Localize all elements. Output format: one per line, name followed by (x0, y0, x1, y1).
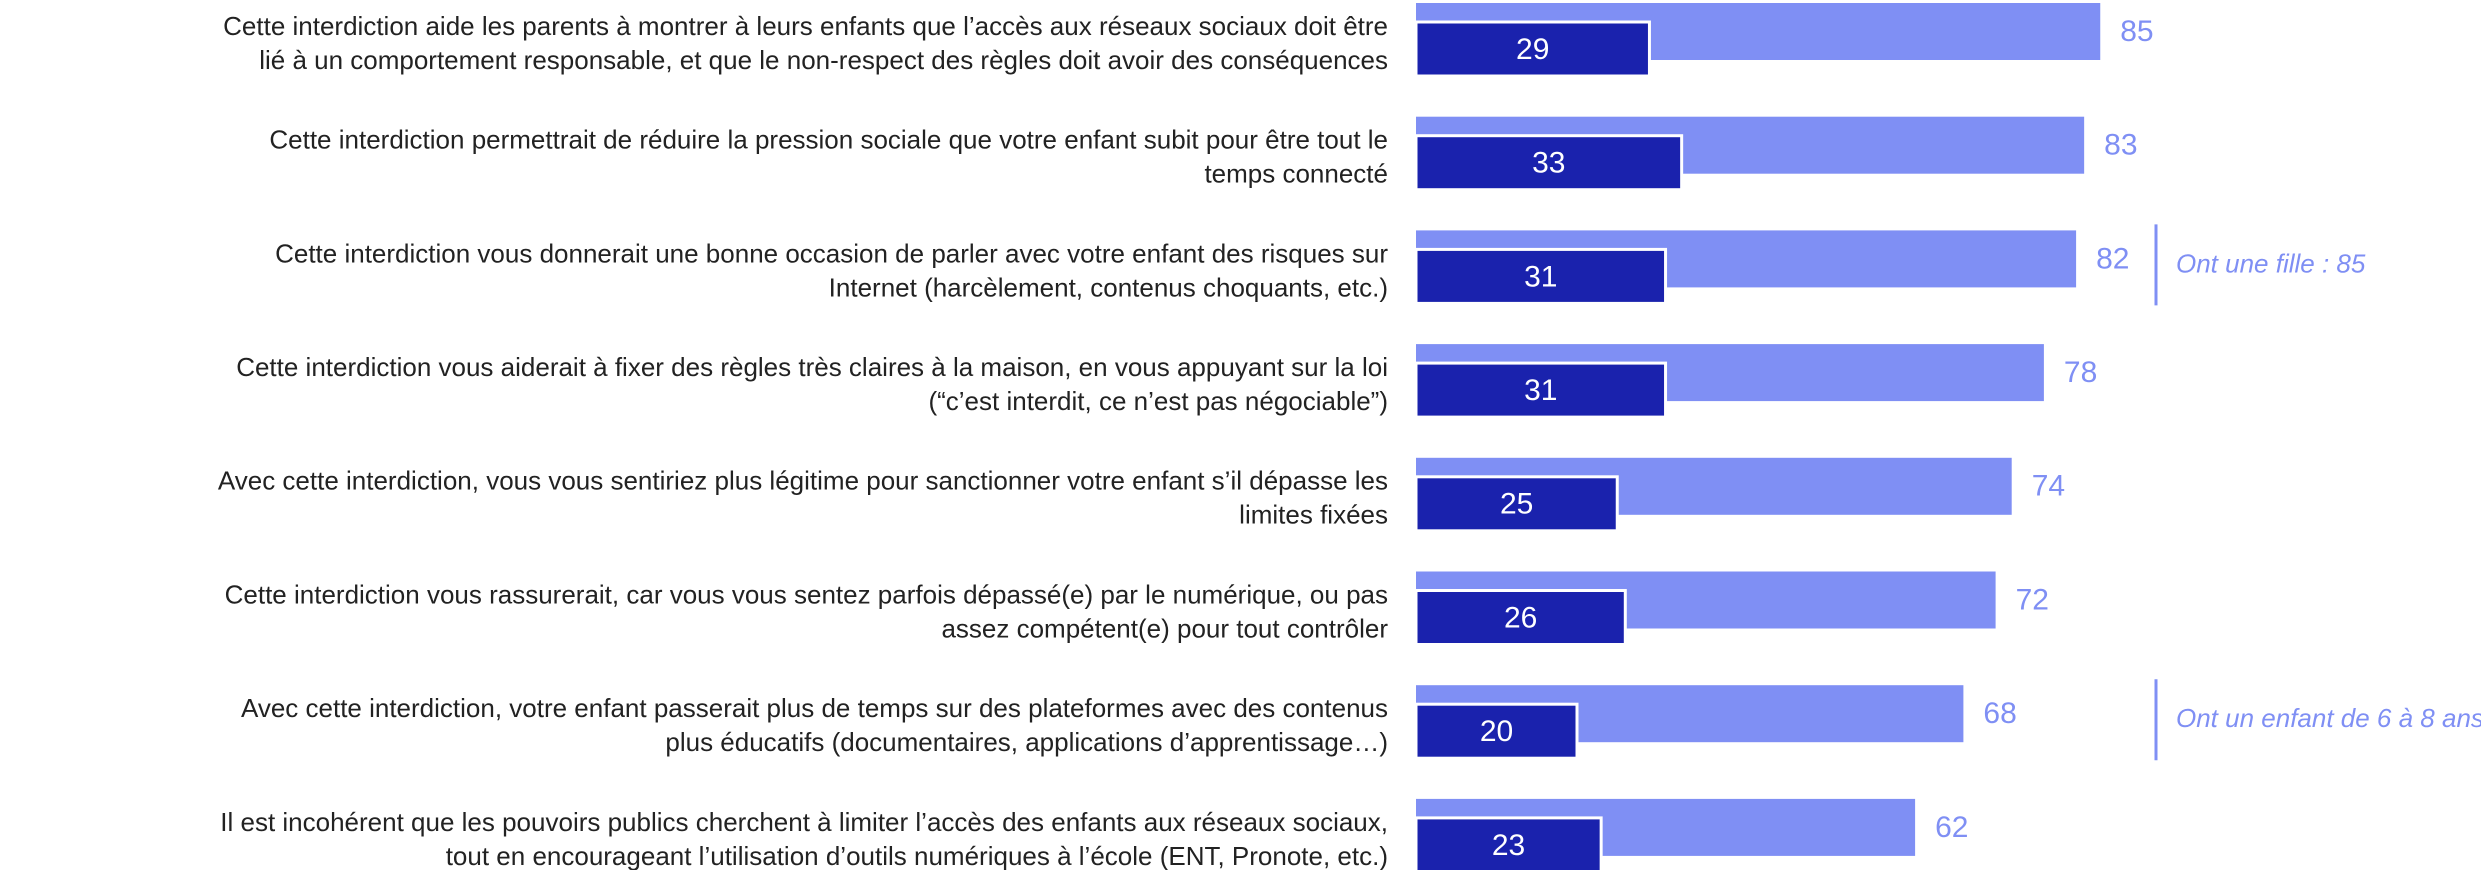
value-label: 74 (2032, 470, 2065, 503)
category-label: (“c’est interdit, ce n’est pas négociabl… (928, 386, 1388, 416)
value-label: 33 (1532, 147, 1565, 180)
value-label: 83 (2104, 129, 2137, 162)
value-label: 78 (2064, 356, 2097, 389)
value-label: 72 (2016, 583, 2049, 616)
category-label: Il est incohérent que les pouvoirs publi… (220, 807, 1388, 837)
category-label: Cette interdiction vous rassurerait, car… (225, 579, 1388, 609)
category-label: Cette interdiction permettrait de réduir… (269, 125, 1388, 155)
bar (1414, 247, 1668, 305)
value-label: 26 (1504, 601, 1537, 634)
value-label: 20 (1480, 715, 1513, 748)
category-label: temps connecté (1204, 159, 1388, 189)
value-label: 31 (1524, 374, 1557, 407)
category-label: Avec cette interdiction, vous vous senti… (218, 466, 1388, 496)
category-label: limites fixées (1239, 500, 1388, 530)
category-label: assez compétent(e) pour tout contrôler (941, 613, 1388, 643)
category-label: lié à un comportement responsable, et qu… (259, 45, 1388, 75)
bar (1414, 134, 1684, 192)
category-label: Cette interdiction vous aiderait à fixer… (236, 352, 1388, 382)
value-label: 29 (1516, 33, 1549, 66)
value-label: 23 (1492, 829, 1525, 862)
bar (1414, 475, 1619, 533)
category-label: plus éducatifs (documentaires, applicati… (665, 727, 1388, 757)
value-label: 85 (2120, 15, 2153, 48)
category-label: Cette interdiction aide les parents à mo… (223, 11, 1388, 41)
annotation: Ont une fille : 85 (2176, 248, 2366, 278)
category-label: tout en encourageant l’utilisation d’out… (446, 841, 1388, 870)
bar (1414, 589, 1627, 646)
value-label: 25 (1500, 488, 1533, 521)
annotation: Ont un enfant de 6 à 8 ans : 73 (2176, 703, 2481, 733)
bar (1414, 702, 1579, 760)
category-label: Cette interdiction vous donnerait une bo… (275, 238, 1388, 268)
value-label: 82 (2096, 242, 2129, 275)
bar (1414, 361, 1668, 419)
bar (1414, 816, 1603, 870)
value-label: 31 (1524, 260, 1557, 293)
category-label: Internet (harcèlement, contenus choquant… (829, 272, 1388, 302)
value-label: 62 (1935, 811, 1968, 844)
category-label: Avec cette interdiction, votre enfant pa… (241, 693, 1388, 723)
bar (1414, 20, 1651, 78)
value-label: 68 (1983, 697, 2016, 730)
